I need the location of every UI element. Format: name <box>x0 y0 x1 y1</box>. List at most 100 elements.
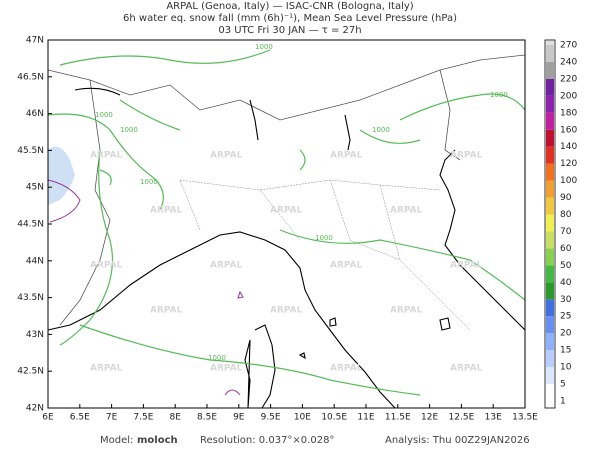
lat-label: 44N <box>26 256 44 266</box>
contour-label: 1000 <box>315 234 333 242</box>
lon-label: 10.5E <box>321 413 347 423</box>
colorbar-box <box>546 282 554 300</box>
lon-label: 11.5E <box>385 413 411 423</box>
colorbar-label: 50 <box>560 261 572 271</box>
colorbar-label: 80 <box>560 210 572 220</box>
colorbar-box <box>546 129 554 147</box>
title-line: 03 UTC Fri 30 JAN — τ = 27h <box>218 25 361 36</box>
lat-label: 43N <box>26 330 44 340</box>
colorbar-box <box>546 197 554 215</box>
watermark: ARPAL <box>330 364 363 374</box>
colorbar-label: 180 <box>560 108 577 118</box>
snowfall-contours <box>47 179 244 396</box>
colorbar-label: 60 <box>560 244 572 254</box>
isobar-small <box>99 149 306 186</box>
contour-label: 1000 <box>490 91 508 99</box>
contour-label: 1000 <box>95 111 113 119</box>
colorbar-label: 240 <box>560 57 577 67</box>
isobar-west <box>59 149 114 346</box>
colorbar-box <box>546 180 554 198</box>
colorbar-label: 90 <box>560 193 572 203</box>
lake <box>48 146 75 205</box>
watermark: ARPAL <box>210 151 243 161</box>
colorbar-box <box>546 384 554 401</box>
lon-label: 11E <box>357 413 374 423</box>
watermark: ARPAL <box>450 364 483 374</box>
colorbar-label: 70 <box>560 227 572 237</box>
lat-label: 44.5N <box>17 220 44 230</box>
lon-label: 13E <box>485 413 502 423</box>
lon-label: 6E <box>42 413 54 423</box>
contour-label: 1000 <box>120 126 138 134</box>
colorbar-box <box>546 41 554 45</box>
colorbar-box <box>546 333 554 351</box>
colorbar-box <box>546 231 554 249</box>
colorbar-frame <box>544 39 556 409</box>
adriatic-coast <box>439 149 526 331</box>
colorbar-label: 15 <box>560 346 571 356</box>
colorbar-label: 200 <box>560 91 577 101</box>
colorbar-label: 160 <box>560 125 577 135</box>
islands <box>298 317 451 360</box>
isobar-south <box>79 324 421 396</box>
lat-label: 47N <box>26 36 44 46</box>
lon-label: 12E <box>421 413 438 423</box>
contour-label: 1000 <box>208 354 226 362</box>
watermark: ARPAL <box>390 306 423 316</box>
lon-label: 9E <box>233 413 245 423</box>
title-line: 6h water eq. snow fall (mm (6h)⁻¹), Mean… <box>123 13 457 24</box>
watermark: ARPAL <box>90 364 123 374</box>
lat-label: 46.5N <box>17 72 44 82</box>
footer-model-label: Model: <box>100 435 133 446</box>
lat-label: 45N <box>26 183 44 193</box>
lat-label: 46N <box>26 109 44 119</box>
colorbar-label: 270 <box>560 41 577 51</box>
colorbar-box <box>546 350 554 368</box>
watermark: ARPAL <box>330 261 363 271</box>
colorbar-box <box>546 265 554 283</box>
isobar-center <box>279 229 526 301</box>
lon-label: 8E <box>169 413 181 423</box>
watermark: ARPAL <box>90 151 123 161</box>
colorbar-box <box>546 163 554 181</box>
colorbar-box <box>546 248 554 266</box>
footer-model: moloch <box>137 435 178 446</box>
contour-label: 1000 <box>140 178 158 186</box>
lat-label: 42N <box>26 404 44 414</box>
colorbar-box <box>546 214 554 232</box>
watermark: ARPAL <box>210 364 243 374</box>
lon-label: 9.5E <box>261 413 281 423</box>
footer-resolution: Resolution: 0.037°×0.028° <box>200 435 334 446</box>
isobar-north <box>47 49 271 211</box>
colorbar-label: 1 <box>560 397 566 407</box>
colorbar-label: 5 <box>560 380 566 390</box>
colorbar-box <box>546 61 554 79</box>
contour-label: 1000 <box>372 126 390 134</box>
colorbar-label: 140 <box>560 142 577 152</box>
colorbar-box <box>546 45 554 62</box>
corsica <box>244 324 276 409</box>
contour-label: 1000 <box>255 43 273 51</box>
colorbar-box <box>546 95 554 113</box>
map <box>47 49 526 409</box>
colorbar-box <box>546 146 554 164</box>
lon-label: 12.5E <box>449 413 475 423</box>
lon-label: 7E <box>106 413 118 423</box>
watermark: ARPAL <box>270 206 303 216</box>
colorbar-box <box>546 367 554 385</box>
lon-label: 13.5E <box>512 413 538 423</box>
isobar-ne <box>359 93 526 144</box>
watermark: ARPAL <box>450 151 483 161</box>
watermark: ARPAL <box>90 261 123 271</box>
lat-label: 42.5N <box>17 367 44 377</box>
colorbar-box <box>546 316 554 334</box>
colorbar-box <box>546 299 554 317</box>
lon-label: 8.5E <box>197 413 217 423</box>
colorbar-label: 40 <box>560 278 572 288</box>
title-line: ARPAL (Genoa, Italy) — ISAC-CNR (Bologna… <box>166 1 413 12</box>
colorbar-box <box>546 112 554 130</box>
colorbar-label: 10 <box>560 363 572 373</box>
watermark: ARPAL <box>390 206 423 216</box>
